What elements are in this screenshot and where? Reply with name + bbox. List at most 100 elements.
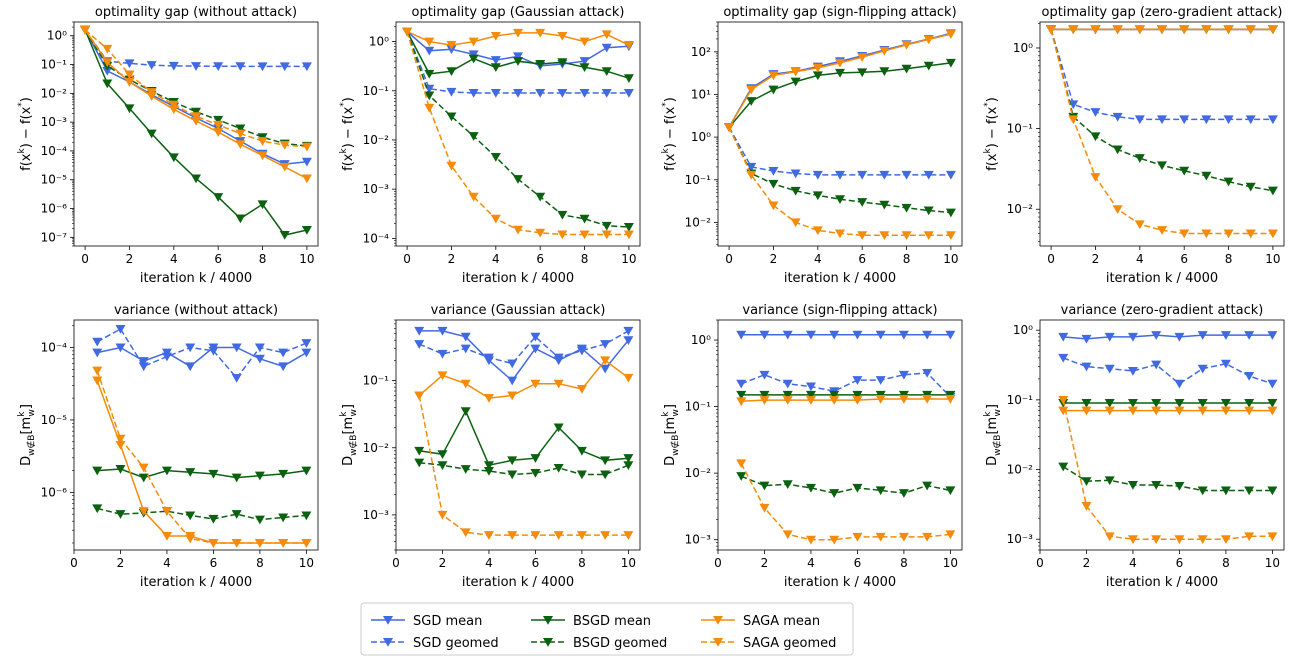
panel-7: 10⁻³ 10⁻² 10⁻¹ 10⁰ 0 2 4 6 8 10 variance (sign-fli… [661,303,963,590]
data-point [279,231,290,240]
data-point [208,346,219,356]
series-saga-mean [1046,25,1278,35]
panel-2: 10⁻⁴ 10⁻³ 10⁻² 10⁻¹ 10⁰ 0 2 4 6 8 10 optimality gap… [339,5,641,286]
data-point [483,531,494,540]
y-tick-label: 10⁻¹ [363,374,390,388]
y-axis-label-8: Dw∉B[mkw] [983,404,1003,466]
data-point [1220,535,1231,544]
axes-frame [73,319,319,551]
data-point [901,40,912,50]
data-point [124,104,135,114]
data-point [1090,108,1101,117]
y-tick-label: 10⁰ [1013,41,1033,55]
legend-label: BSGD mean [573,614,651,629]
data-point [446,112,457,122]
data-point [623,41,634,50]
axes-frame [395,21,641,247]
data-point [1151,406,1162,416]
x-tick-label: 6 [532,556,540,570]
data-point [460,465,471,474]
data-point [161,352,172,362]
data-point [553,423,564,433]
data-point [829,396,840,405]
series-sgd-geomed [92,325,312,383]
series-sgd-mean [736,330,956,340]
series-line-sgd-geomed [418,330,629,365]
data-point [460,528,471,538]
series-sgd-mean [92,343,312,372]
data-point [1127,480,1138,490]
data-point [1244,486,1255,496]
data-point [736,379,747,389]
data-point [1046,25,1057,35]
data-point [1127,366,1138,376]
series-sgd-geomed [414,326,634,369]
data-point [1245,229,1256,239]
data-point [235,129,246,139]
data-point [235,124,246,134]
x-tick-label: 0 [725,252,733,266]
x-axis-label: iteration k / 4000 [784,575,896,590]
data-point [736,390,747,400]
data-point [623,531,634,540]
data-point [1220,359,1231,369]
data-point [1267,25,1278,35]
data-point [829,330,840,340]
data-point [92,366,103,376]
data-point [829,489,840,498]
data-point [1223,115,1234,125]
data-point [513,28,523,38]
data-point [446,161,457,171]
x-tick-label: 4 [807,556,815,570]
data-point [1127,399,1138,408]
data-point [945,58,956,68]
data-point [879,67,890,77]
x-axis-label: iteration k / 4000 [784,271,896,286]
y-tick-label: 10¹ [691,87,711,101]
data-point [579,37,590,47]
data-point [1174,535,1185,544]
series-line-saga-geomed [728,126,951,237]
data-point [805,382,816,392]
x-tick-label: 4 [1136,252,1144,266]
x-tick-label: 8 [581,252,589,266]
x-tick-label: 2 [1092,252,1100,266]
data-point [790,67,801,77]
data-point [507,359,518,369]
data-point [1127,332,1138,342]
data-point [513,89,523,98]
data-point [1245,182,1256,192]
data-point [852,330,863,340]
x-tick-label: 0 [714,556,722,570]
data-point [507,531,518,540]
legend-entry-bsgd-mean: BSGD mean [531,614,651,629]
data-point [768,71,779,81]
series-bsgd-mean [1058,399,1278,408]
data-point [1267,399,1278,408]
data-point [553,353,564,363]
legend-entry-saga-mean: SAGA mean [701,614,820,629]
data-point [922,368,933,378]
data-point [1267,115,1278,125]
data-point [535,28,546,38]
data-point [1081,501,1092,511]
data-point [898,489,909,498]
y-tick-label: 10⁻⁶ [41,202,68,216]
data-point [185,511,196,521]
y-tick-label: 10⁻³ [363,508,390,522]
data-point [1179,166,1190,176]
series-line-saga-mean [84,29,308,180]
data-point [1151,360,1162,370]
data-point [301,348,312,358]
data-point [483,394,494,403]
data-point [513,52,523,62]
data-point [790,77,801,87]
y-tick-label: 10² [691,45,711,59]
data-point [490,153,501,162]
x-tick-label: 0 [403,252,411,266]
data-point [1112,145,1123,155]
y-tick-label: 10⁻² [685,215,712,229]
data-point [922,481,933,491]
data-point [424,91,435,101]
data-point [1081,334,1092,344]
